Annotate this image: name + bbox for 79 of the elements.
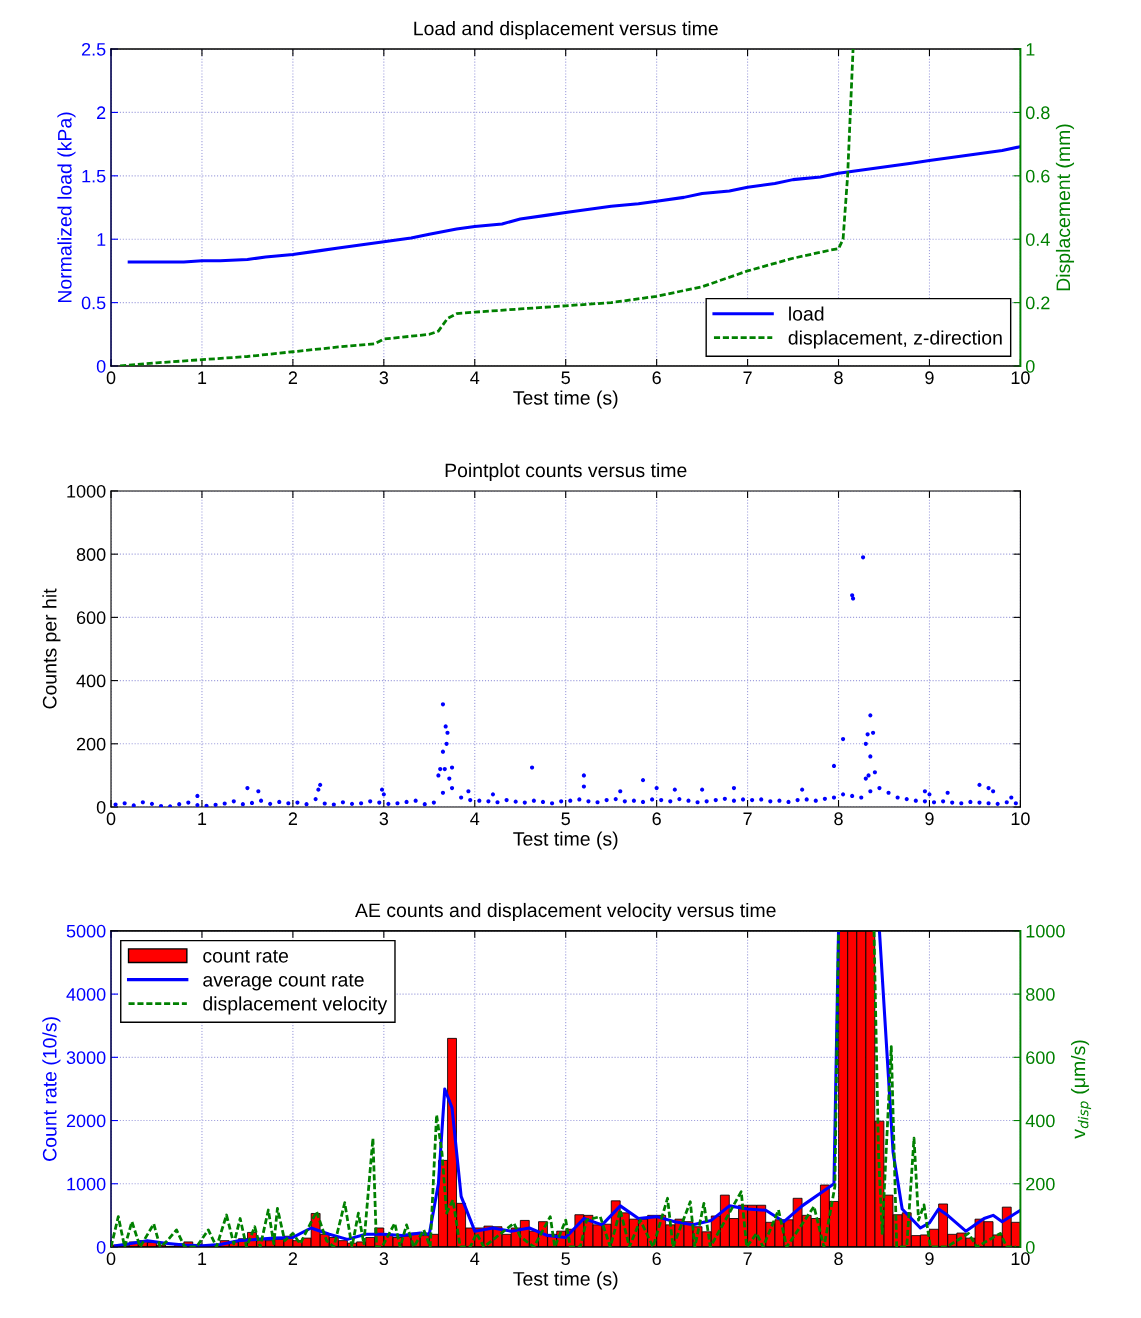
y2-tick-label: 0.2 [1025,296,1050,310]
y2-tick-label: 400 [1025,1114,1055,1128]
chart-title: Load and displacement versus time [414,21,718,40]
x-tick-label: 7 [743,812,752,825]
x-axis-title: Test time (s) [513,831,618,850]
x-tick-label: 0 [106,1252,116,1266]
y-tick-label: 5000 [66,924,106,938]
y2-tick-label: 0 [1025,359,1035,373]
x-tick-label: 2 [288,1252,298,1265]
legend-label: load [789,306,824,321]
y-tick-label: 0 [96,359,106,373]
chart-title: AE counts and displacement velocity versus time [355,902,776,922]
y-tick-label: 2.5 [81,42,106,56]
y2-tick-label: 0.6 [1025,169,1050,183]
x-tick-label: 9 [925,371,934,385]
x-tick-label: 5 [561,812,570,826]
x-axis-title: Test time (s) [513,1271,618,1290]
x-tick-label: 4 [470,812,480,825]
y-tick-label: 2000 [66,1114,106,1128]
x-axis-title: Test time (s) [513,390,618,409]
y-tick-label: 0.5 [81,296,106,310]
y2-tick-label: 800 [1026,988,1055,1001]
x-tick-label: 5 [561,371,570,385]
x-tick-label: 6 [652,371,661,385]
x-tick-label: 4 [470,371,480,384]
x-tick-label: 7 [743,1252,752,1265]
x-tick-label: 2 [288,812,298,825]
x-tick-label: 5 [561,1252,570,1266]
x-tick-label: 1 [198,371,207,384]
y-tick-label: 3000 [66,1051,106,1065]
x-tick-label: 0 [106,812,116,826]
x-tick-label: 2 [288,371,298,384]
y2-axis-title: v$_{disp}$ (μm/s) [1070,1040,1092,1139]
x-tick-label: 9 [925,812,934,826]
x-tick-label: 9 [925,1252,934,1266]
y-tick-label: 1000 [67,484,106,498]
y2-axis-title: Displacement (mm) [1055,124,1075,291]
x-tick-label: 10 [1011,371,1030,385]
x-tick-label: 6 [652,812,661,826]
y-tick-label: 600 [76,611,106,625]
y-tick-label: 4000 [66,988,106,1001]
y2-tick-label: 1 [1026,43,1035,56]
legend-label: displacement velocity [203,996,388,1015]
y-tick-label: 2 [97,106,106,119]
y2-tick-label: 1000 [1026,924,1065,938]
y2-tick-label: 0.4 [1025,233,1050,246]
y-tick-label: 0 [96,1240,106,1254]
x-tick-label: 8 [834,371,843,385]
x-tick-label: 3 [379,1252,389,1266]
x-tick-label: 7 [743,371,752,384]
y-tick-label: 1000 [67,1177,106,1191]
x-tick-label: 10 [1011,1252,1030,1266]
y2-tick-label: 200 [1026,1177,1055,1191]
x-tick-label: 3 [379,812,389,826]
x-tick-label: 8 [834,1252,843,1266]
x-tick-label: 4 [470,1252,480,1265]
legend-label: average count rate [203,973,364,991]
x-tick-label: 8 [834,812,843,826]
x-tick-label: 1 [198,1252,207,1265]
y-tick-label: 200 [76,737,106,751]
y-axis-title: Normalized load (kPa) [57,112,76,303]
legend-label: count rate [203,949,289,963]
y-tick-label: 0 [96,800,106,814]
legend-label: displacement, z-direction [788,330,1002,349]
y2-tick-label: 600 [1026,1051,1055,1065]
chart-title: Pointplot counts versus time [445,462,687,482]
x-tick-label: 3 [379,371,389,385]
x-tick-label: 0 [106,371,116,385]
x-tick-label: 10 [1011,812,1030,826]
y-tick-label: 1.5 [82,169,106,183]
y-tick-label: 1 [97,233,106,246]
y2-tick-label: 0.8 [1025,106,1050,120]
y-tick-label: 800 [76,548,106,561]
y2-tick-label: 0 [1025,1240,1035,1254]
y-tick-label: 400 [76,674,106,688]
y-axis-title: Count rate (10/s) [42,1017,61,1161]
y-axis-title: Counts per hit [42,588,61,709]
x-tick-label: 6 [652,1252,661,1266]
x-tick-label: 1 [198,812,207,825]
